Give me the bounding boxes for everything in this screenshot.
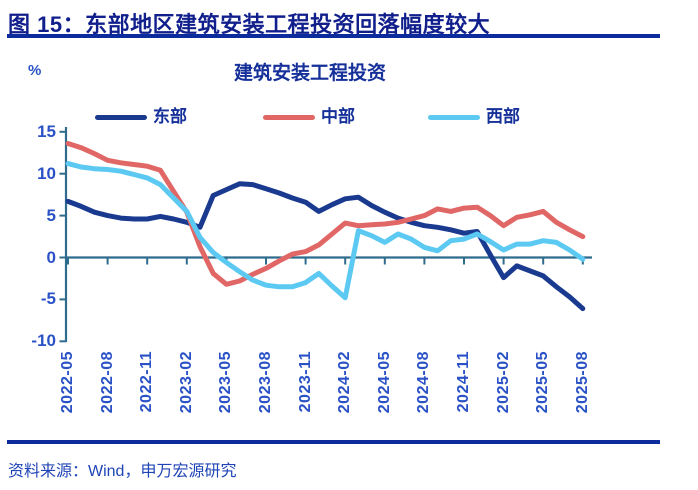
- x-tick-label: 2022-08: [98, 351, 116, 414]
- source-note: 资料来源：Wind，申万宏源研究: [8, 463, 237, 480]
- y-tick-label: 5: [46, 205, 56, 225]
- title-divider: [7, 34, 660, 38]
- x-tick-label: 2023-11: [296, 351, 314, 413]
- x-tick-label: 2022-05: [59, 351, 76, 414]
- y-axis-unit-label: %: [28, 62, 42, 79]
- series-line-center: [65, 141, 586, 287]
- y-tick-label: -5: [40, 289, 56, 309]
- legend-label-west: 西部: [486, 107, 520, 126]
- footer-divider: [7, 440, 660, 444]
- y-tick-label: 15: [37, 121, 56, 141]
- series-line-east: [65, 181, 586, 312]
- x-tick-label: 2023-05: [217, 351, 235, 414]
- legend-item-east: 东部: [95, 104, 187, 130]
- y-tick-label: 0: [46, 247, 56, 267]
- x-tick-label: 2023-02: [177, 351, 195, 414]
- y-tick-label: -10: [31, 331, 56, 351]
- x-tick-label: 2022-11: [138, 351, 156, 413]
- figure-title: 图 15：东部地区建筑安装工程投资回落幅度较大: [8, 12, 491, 37]
- east-line-swatch: [95, 114, 147, 120]
- center-line-swatch: [263, 114, 315, 120]
- chart-title: 建筑安装工程投资: [233, 63, 386, 84]
- legend-item-west: 西部: [428, 104, 520, 130]
- legend-label-east: 东部: [153, 107, 187, 126]
- west-line-swatch: [428, 114, 480, 120]
- x-tick-label: 2024-05: [375, 351, 393, 414]
- x-tick-label: 2025-05: [534, 351, 552, 414]
- x-tick-label: 2024-02: [336, 351, 354, 414]
- series-line-west: [65, 161, 586, 301]
- legend-label-center: 中部: [321, 107, 355, 126]
- x-tick-label: 2025-02: [494, 351, 512, 414]
- y-tick-label: 10: [37, 163, 56, 183]
- legend-item-center: 中部: [263, 104, 355, 130]
- x-tick-label: 2023-08: [257, 351, 274, 414]
- x-tick-label: 2024-08: [415, 351, 433, 414]
- x-tick-label: 2025-08: [573, 351, 591, 414]
- x-tick-label: 2024-11: [455, 351, 472, 413]
